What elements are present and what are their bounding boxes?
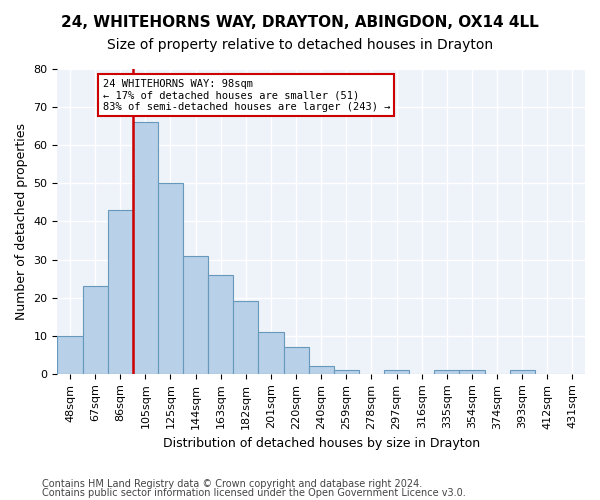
Bar	[334, 370, 359, 374]
Bar	[183, 256, 208, 374]
Bar	[158, 184, 183, 374]
Bar	[434, 370, 460, 374]
Text: 24 WHITEHORNS WAY: 98sqm
← 17% of detached houses are smaller (51)
83% of semi-d: 24 WHITEHORNS WAY: 98sqm ← 17% of detach…	[103, 78, 390, 112]
X-axis label: Distribution of detached houses by size in Drayton: Distribution of detached houses by size …	[163, 437, 480, 450]
Text: Contains HM Land Registry data © Crown copyright and database right 2024.: Contains HM Land Registry data © Crown c…	[42, 479, 422, 489]
Bar	[83, 286, 107, 374]
Bar	[107, 210, 133, 374]
Bar	[308, 366, 334, 374]
Y-axis label: Number of detached properties: Number of detached properties	[15, 123, 28, 320]
Text: Size of property relative to detached houses in Drayton: Size of property relative to detached ho…	[107, 38, 493, 52]
Bar	[284, 347, 308, 374]
Text: Contains public sector information licensed under the Open Government Licence v3: Contains public sector information licen…	[42, 488, 466, 498]
Bar	[509, 370, 535, 374]
Bar	[58, 336, 83, 374]
Bar	[460, 370, 485, 374]
Bar	[384, 370, 409, 374]
Bar	[259, 332, 284, 374]
Bar	[133, 122, 158, 374]
Text: 24, WHITEHORNS WAY, DRAYTON, ABINGDON, OX14 4LL: 24, WHITEHORNS WAY, DRAYTON, ABINGDON, O…	[61, 15, 539, 30]
Bar	[233, 302, 259, 374]
Bar	[208, 275, 233, 374]
